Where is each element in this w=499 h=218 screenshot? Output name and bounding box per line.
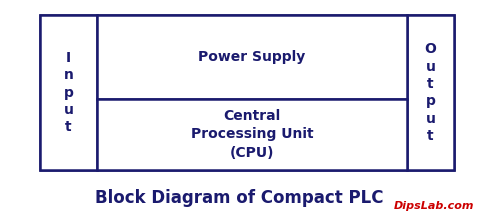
Text: I
n
p
u
t: I n p u t bbox=[64, 51, 73, 134]
Text: Block Diagram of Compact PLC: Block Diagram of Compact PLC bbox=[95, 189, 384, 207]
Bar bbox=[40, 15, 97, 170]
Bar bbox=[40, 15, 454, 170]
Text: Power Supply: Power Supply bbox=[199, 50, 305, 64]
Bar bbox=[97, 15, 407, 99]
Bar bbox=[97, 99, 407, 170]
Text: DipsLab.com: DipsLab.com bbox=[394, 201, 474, 211]
Bar bbox=[407, 15, 454, 170]
Text: Central
Processing Unit
(CPU): Central Processing Unit (CPU) bbox=[191, 109, 313, 160]
Text: O
u
t
p
u
t: O u t p u t bbox=[425, 42, 436, 143]
